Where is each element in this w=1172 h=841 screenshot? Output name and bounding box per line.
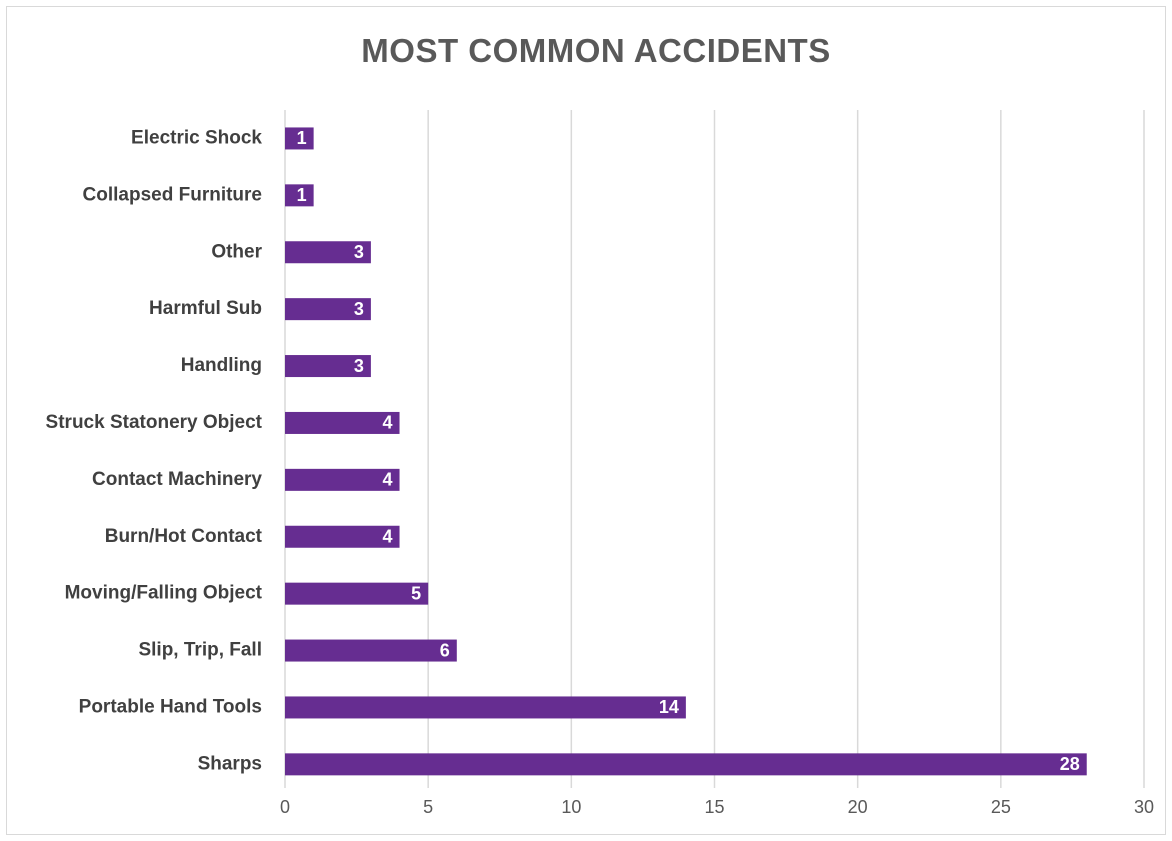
bar — [285, 525, 400, 548]
x-tick-label: 0 — [280, 797, 290, 817]
category-label: Moving/Falling Object — [65, 583, 263, 604]
data-label: 14 — [659, 697, 679, 717]
category-label: Contact Machinery — [92, 469, 262, 490]
data-label: 1 — [297, 185, 307, 205]
data-label: 28 — [1060, 754, 1080, 774]
data-label: 3 — [354, 242, 364, 262]
x-axis-ticks: 0 5 10 15 20 25 30 — [280, 797, 1154, 817]
bar — [285, 127, 314, 150]
bar — [285, 298, 371, 321]
category-label: Handling — [181, 355, 262, 376]
data-label: 4 — [383, 470, 393, 490]
chart-title: MOST COMMON ACCIDENTS — [361, 32, 831, 69]
data-label: 5 — [411, 583, 421, 603]
bar — [285, 184, 314, 207]
bar — [285, 753, 1087, 776]
data-label: 1 — [297, 128, 307, 148]
x-tick-label: 5 — [423, 797, 433, 817]
category-label: Sharps — [198, 753, 262, 774]
category-label: Burn/Hot Contact — [105, 526, 263, 547]
category-label: Portable Hand Tools — [79, 696, 262, 717]
data-label: 4 — [383, 527, 393, 547]
x-tick-label: 10 — [561, 797, 581, 817]
gridlines — [284, 110, 1145, 788]
bar — [285, 468, 400, 491]
bar — [285, 355, 371, 378]
bar — [285, 241, 371, 264]
category-label: Harmful Sub — [149, 298, 262, 319]
data-label: 3 — [354, 356, 364, 376]
category-labels: Electric Shock Collapsed Furniture Other Ha… — [46, 127, 263, 774]
x-tick-label: 20 — [848, 797, 868, 817]
bar — [285, 411, 400, 434]
bar — [285, 639, 457, 662]
category-label: Collapsed Furniture — [83, 184, 262, 205]
category-label: Struck Statonery Object — [46, 412, 263, 433]
data-label: 3 — [354, 299, 364, 319]
category-label: Electric Shock — [131, 127, 262, 148]
category-label: Slip, Trip, Fall — [138, 640, 262, 661]
bar — [285, 696, 686, 719]
data-label: 6 — [440, 640, 450, 660]
x-tick-label: 25 — [991, 797, 1011, 817]
x-tick-label: 15 — [704, 797, 724, 817]
data-label: 4 — [383, 413, 393, 433]
bars: 1 1 3 3 3 4 4 4 5 6 14 28 — [285, 127, 1087, 776]
bar — [285, 582, 429, 605]
category-label: Other — [211, 241, 262, 262]
x-tick-label: 30 — [1134, 797, 1154, 817]
